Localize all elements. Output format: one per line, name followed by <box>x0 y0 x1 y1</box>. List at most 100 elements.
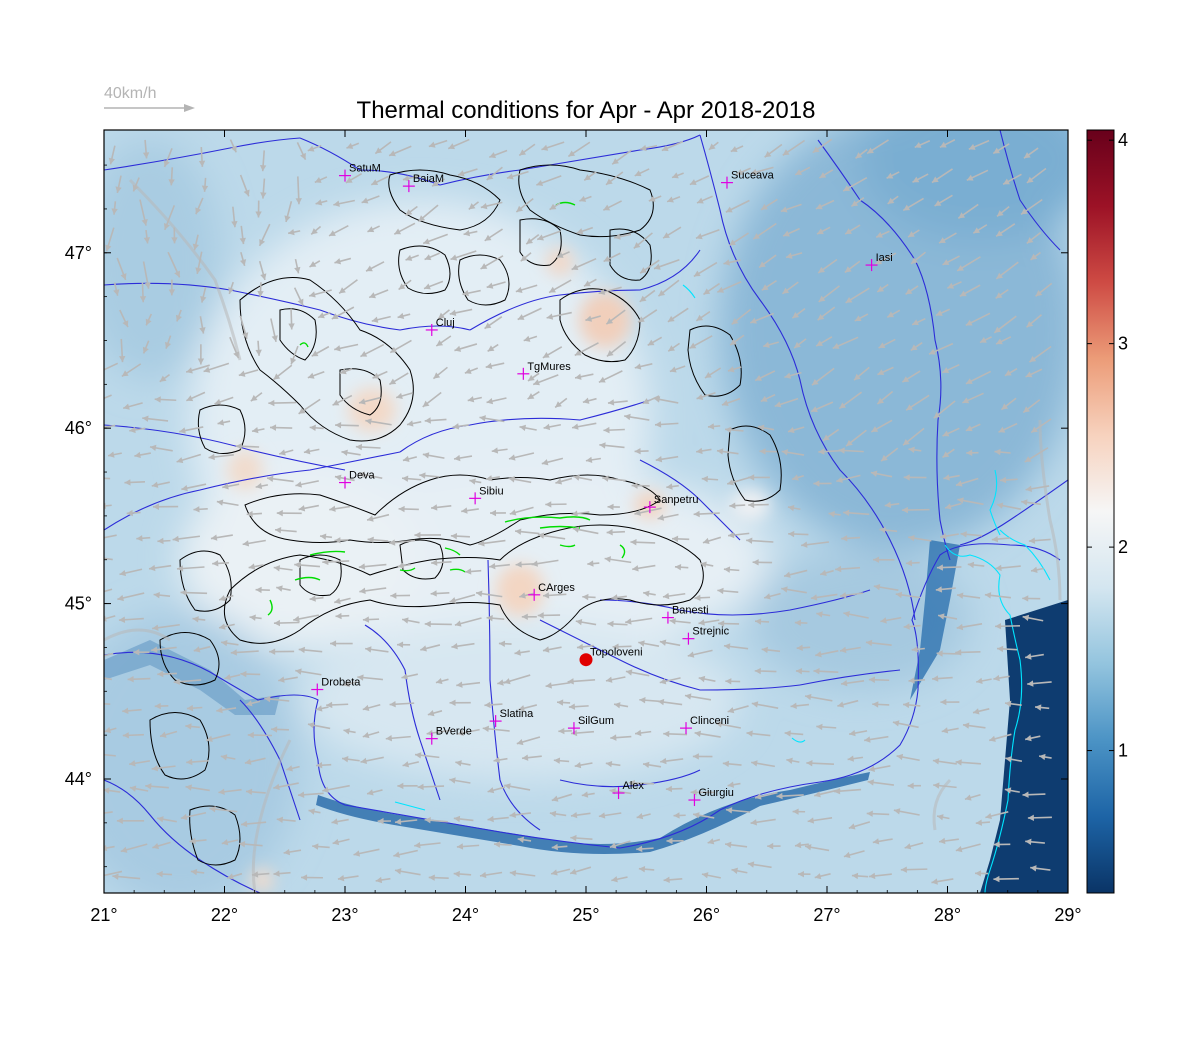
wind-arrow-head <box>634 363 642 370</box>
wind-arrow-head <box>121 370 129 377</box>
wind-arrow-head <box>450 254 458 261</box>
wind-arrow-head <box>208 453 215 461</box>
wind-arrow-head <box>846 439 853 447</box>
wind-arrow-head <box>508 454 516 461</box>
wind-arrow-head <box>764 151 772 158</box>
city-label: Topoloveni <box>590 647 643 659</box>
wind-arrow-head <box>780 206 788 213</box>
wind-arrow-head <box>198 160 206 167</box>
wind-arrow-head <box>330 640 337 647</box>
wind-arrow-head <box>93 425 99 431</box>
wind-arrow-head <box>841 535 848 542</box>
wind-arrow-head <box>935 586 943 593</box>
wind-arrow-head <box>259 239 266 246</box>
wind-arrow-head <box>489 562 496 570</box>
wind-arrow-head <box>845 296 853 303</box>
wind-arrow-head <box>582 593 589 601</box>
wind-arrow-head <box>371 179 379 185</box>
wind-arrow-head <box>900 866 907 873</box>
wind-arrow-head <box>519 149 527 156</box>
wind-arrow-head <box>86 554 92 560</box>
map-axes: 21° 22° 23° 24° 25° 26° 27° 28° 29° 44° 45° 46° 47° <box>65 130 1082 925</box>
danube-lowland <box>316 772 870 854</box>
wind-arrow-head <box>575 618 583 626</box>
wind-arrow-head <box>92 751 98 757</box>
wind-arrow-head <box>189 837 196 845</box>
wind-arrow-head <box>122 732 129 739</box>
wind-arrow-head <box>149 564 156 572</box>
wind-arrow-head <box>905 288 913 295</box>
colorbar-tick-label: 4 <box>1118 130 1128 150</box>
wind-arrow-head <box>782 287 790 294</box>
city-satum: SatuM <box>339 163 381 182</box>
wind-arrow-head <box>694 594 701 601</box>
wind-arrow-head <box>731 318 739 325</box>
wind-arrow-head <box>273 870 280 877</box>
wind-arrow-head <box>815 651 822 658</box>
wind-arrow-head <box>931 878 938 885</box>
wind-arrow-head <box>519 424 527 432</box>
wind-arrow-head <box>997 645 1004 653</box>
wind-arrow-head <box>163 223 170 230</box>
wind-arrow-head <box>334 345 341 352</box>
wind-arrow-head <box>964 794 972 801</box>
wind-arrow-head <box>139 296 147 303</box>
wind-arrow-head <box>725 678 732 685</box>
wind-arrow-head <box>294 266 301 274</box>
wind-arrow <box>104 477 111 480</box>
wind-arrow-head <box>816 611 823 618</box>
wind-arrow-head <box>242 540 250 547</box>
wind-arrow-head <box>837 701 845 708</box>
wind-arrow-head <box>227 873 234 880</box>
wind-arrow-head <box>154 396 161 403</box>
wind-arrow-head <box>960 531 967 538</box>
wind-arrow-head <box>643 761 650 769</box>
wind-arrow-head <box>453 870 460 878</box>
wind-arrow <box>104 652 114 657</box>
wind-arrow-head <box>965 425 973 432</box>
wind-arrow-head <box>972 708 980 715</box>
wind-arrow-head <box>653 396 661 403</box>
wind-arrow-head <box>790 702 797 709</box>
wind-arrow-head <box>818 266 825 273</box>
wind-arrow-head <box>690 789 697 796</box>
wind-arrow-head <box>614 233 621 240</box>
wind-arrow-head <box>515 286 523 293</box>
wind-arrow-head <box>570 811 578 819</box>
wind-arrow <box>104 753 116 757</box>
city-tgmures: TgMures <box>517 361 571 380</box>
wind-arrow-head <box>372 372 380 379</box>
wind-arrow-head <box>1028 537 1036 544</box>
wind-arrow-head <box>157 670 164 678</box>
wind-arrow-head <box>241 820 248 828</box>
wind-arrow-head <box>967 561 975 569</box>
wind-arrow-head <box>723 259 731 266</box>
wind-arrow-head <box>754 667 761 675</box>
wind-arrow <box>104 557 113 561</box>
wind-arrow-head <box>389 378 397 385</box>
wind-arrow-head <box>385 735 393 742</box>
wind-arrow-head <box>725 841 732 848</box>
wind-arrow-head <box>329 230 336 236</box>
wind-arrow-head <box>702 537 710 545</box>
wind-arrow-head <box>784 372 792 379</box>
wind-arrow-head <box>1031 426 1038 433</box>
wind-arrow-head <box>884 501 892 508</box>
wind-arrow-head <box>667 196 674 203</box>
wind-arrow-head <box>668 345 675 352</box>
wind-arrow-head <box>847 755 854 762</box>
wind-arrow-head <box>634 447 641 455</box>
wind-arrow-head <box>839 646 847 654</box>
wind-arrow-head <box>240 670 247 678</box>
wind-arrow-head <box>424 283 431 290</box>
wind-arrow-head <box>849 729 856 737</box>
wind-arrow-head <box>133 649 140 656</box>
wind-arrow-head <box>394 868 402 875</box>
wind-arrow-head <box>611 876 618 883</box>
wind-arrow-head <box>959 290 967 297</box>
wind-arrow-head <box>817 228 824 235</box>
wind-arrow-head <box>684 693 692 700</box>
wind-arrow-head <box>654 263 661 270</box>
wind-arrow-head <box>353 850 361 857</box>
wind-arrow-head <box>636 845 643 853</box>
